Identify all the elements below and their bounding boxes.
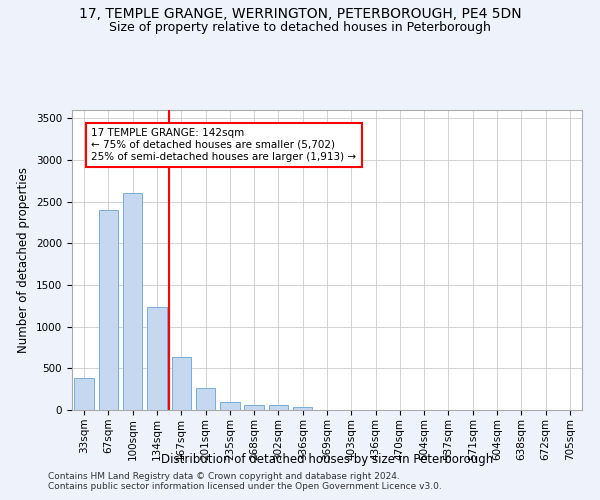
Text: 17, TEMPLE GRANGE, WERRINGTON, PETERBOROUGH, PE4 5DN: 17, TEMPLE GRANGE, WERRINGTON, PETERBORO… xyxy=(79,8,521,22)
Bar xyxy=(269,406,288,410)
Bar xyxy=(172,356,191,410)
Text: Size of property relative to detached houses in Peterborough: Size of property relative to detached ho… xyxy=(109,21,491,34)
Text: Contains HM Land Registry data © Crown copyright and database right 2024.: Contains HM Land Registry data © Crown c… xyxy=(48,472,400,481)
Bar xyxy=(220,402,239,410)
Bar xyxy=(293,406,313,410)
Y-axis label: Number of detached properties: Number of detached properties xyxy=(17,167,31,353)
Bar xyxy=(123,194,142,410)
Bar xyxy=(196,388,215,410)
Text: Distribution of detached houses by size in Peterborough: Distribution of detached houses by size … xyxy=(161,452,493,466)
Bar xyxy=(99,210,118,410)
Text: 17 TEMPLE GRANGE: 142sqm
← 75% of detached houses are smaller (5,702)
25% of sem: 17 TEMPLE GRANGE: 142sqm ← 75% of detach… xyxy=(91,128,356,162)
Bar xyxy=(147,306,167,410)
Bar xyxy=(74,378,94,410)
Bar xyxy=(244,406,264,410)
Text: Contains public sector information licensed under the Open Government Licence v3: Contains public sector information licen… xyxy=(48,482,442,491)
